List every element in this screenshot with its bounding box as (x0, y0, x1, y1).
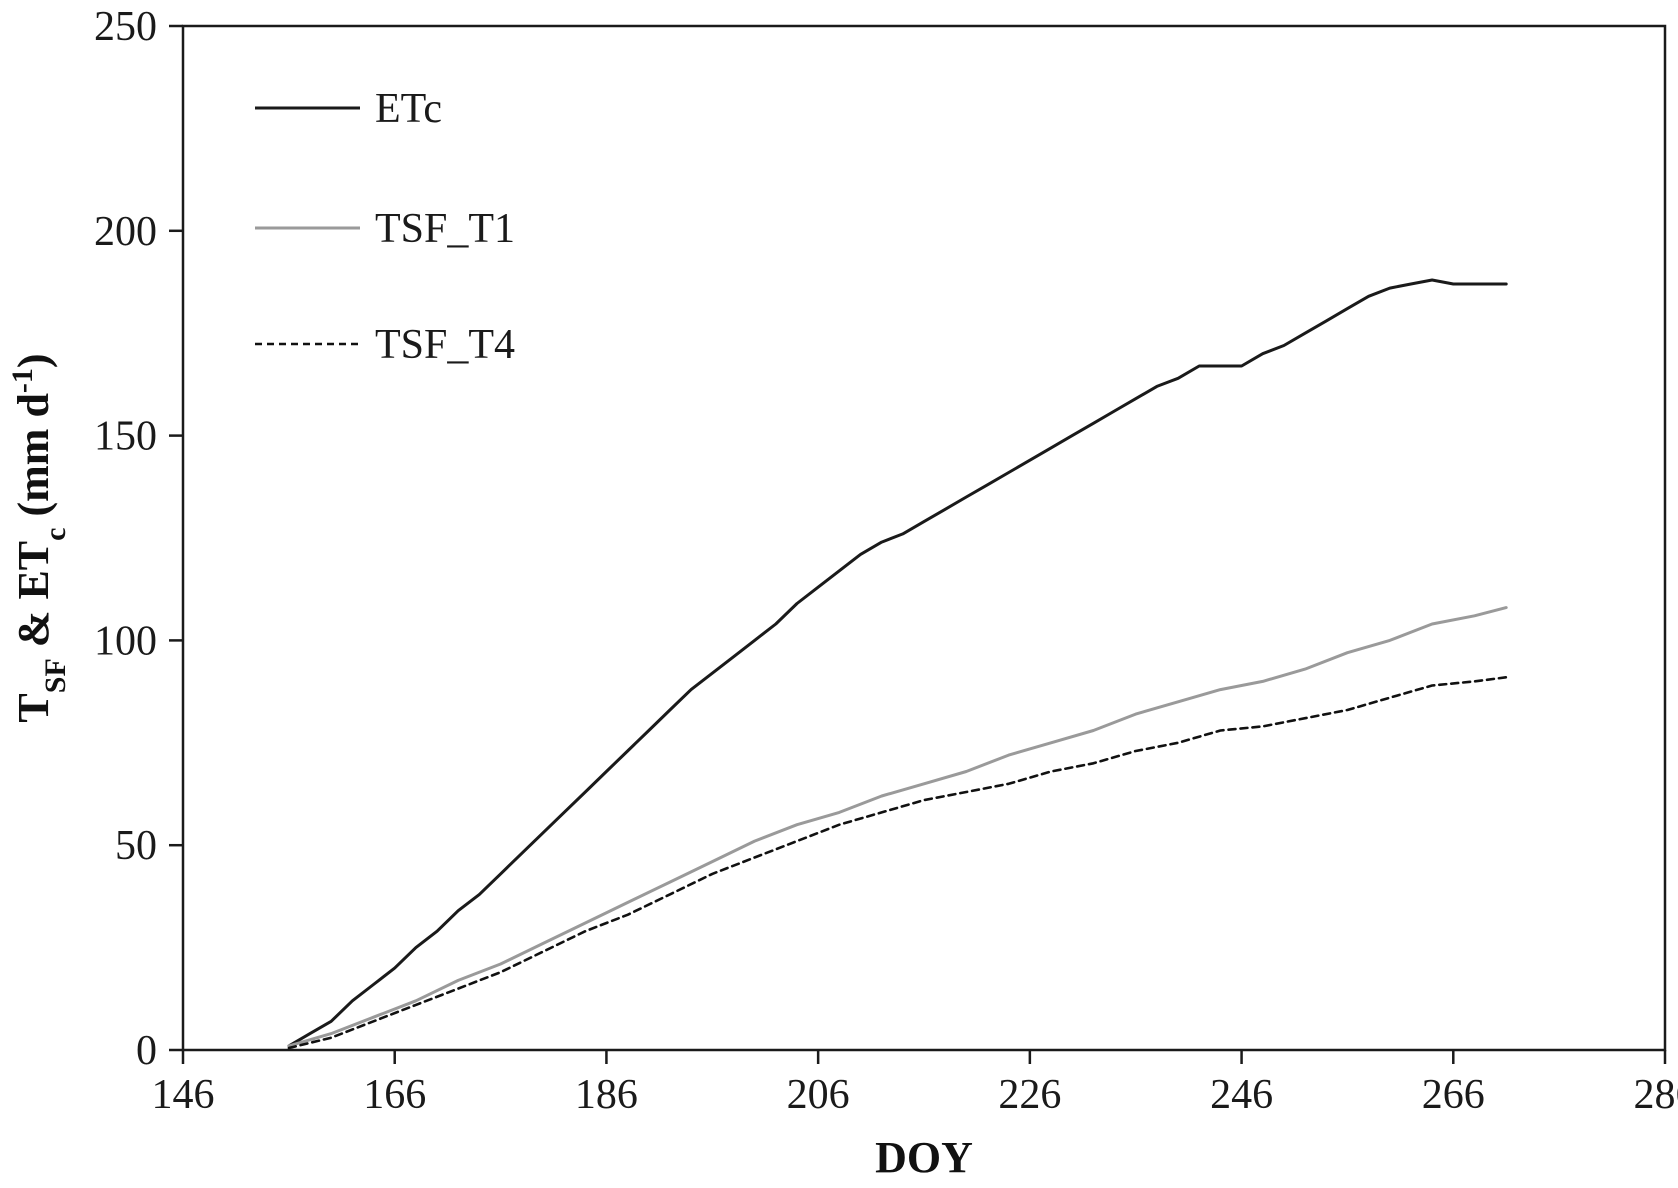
legend-label-tsf-t1: TSF_T1 (375, 206, 515, 252)
y-axis-title-part: c (39, 528, 72, 541)
y-axis-title-part: SF (39, 658, 72, 693)
x-tick-label: 146 (152, 1072, 215, 1118)
x-tick-label: 206 (787, 1072, 850, 1118)
y-tick-label: 200 (94, 209, 157, 255)
y-axis-title: TSF & ETc (mm d-1) (6, 353, 72, 722)
y-tick-label: 250 (94, 4, 157, 50)
y-tick-label: 100 (94, 618, 157, 664)
legend-label-tsf-t4: TSF_T4 (375, 322, 515, 368)
x-axis-title: DOY (875, 1133, 973, 1182)
x-tick-label: 246 (1210, 1072, 1273, 1118)
x-tick-label: 266 (1422, 1072, 1485, 1118)
y-axis-title-part: -1 (6, 368, 39, 393)
legend-label-etc: ETc (375, 86, 442, 132)
x-tick-label: 286 (1634, 1072, 1678, 1118)
y-tick-label: 0 (136, 1028, 157, 1074)
x-tick-label: 166 (363, 1072, 426, 1118)
x-tick-label: 186 (575, 1072, 638, 1118)
plot-area-frame (181, 24, 1667, 1052)
y-axis-title-part: (mm d (9, 393, 58, 527)
y-axis-title-part: ) (9, 353, 58, 368)
legend: ETc TSF_T1 TSF_T4 (255, 86, 515, 368)
series-line-tsf-t1 (287, 606, 1508, 1048)
y-axis-title-part: T (9, 693, 58, 722)
x-tick-label: 226 (998, 1072, 1061, 1118)
y-tick-label: 50 (115, 823, 157, 869)
series-line-etc (287, 278, 1508, 1048)
y-axis-title-part: & ET (9, 541, 58, 658)
y-tick-label: 150 (94, 414, 157, 460)
series-line-tsf-t4 (287, 676, 1508, 1050)
